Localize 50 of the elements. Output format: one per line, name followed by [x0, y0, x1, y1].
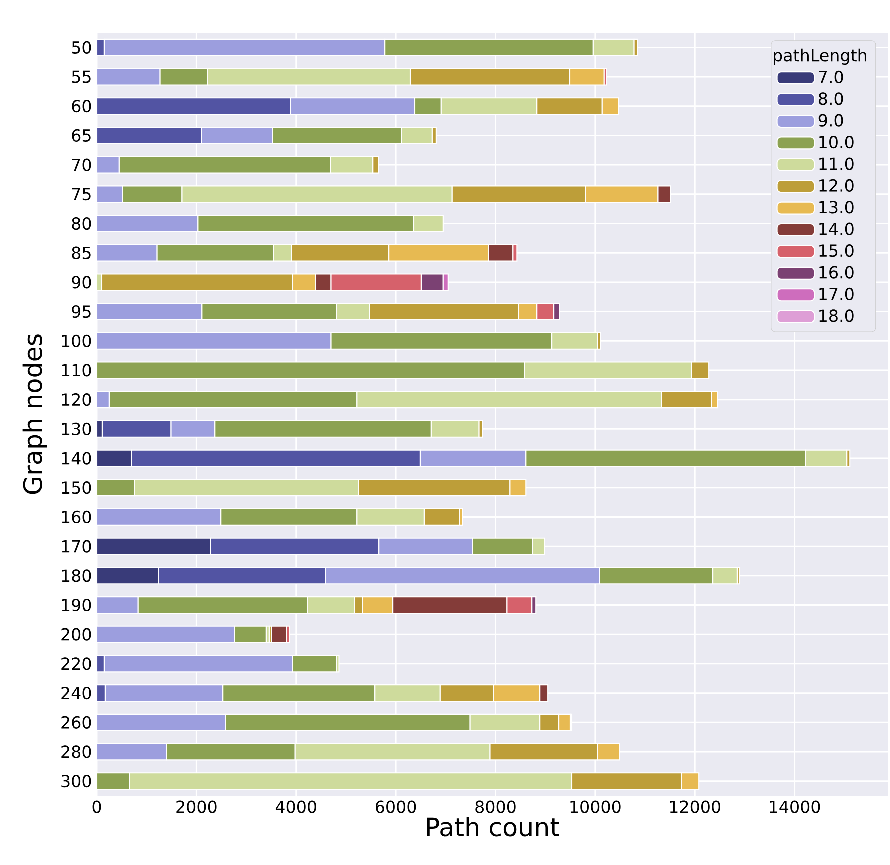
y-tick-label: 220 [62, 658, 92, 670]
y-tick-label: 260 [62, 716, 92, 729]
legend-label: 16.0 [820, 266, 854, 279]
legend-label: 8.0 [818, 92, 844, 106]
x-tick-label: 8000 [476, 800, 516, 814]
y-tick-label: 240 [62, 686, 92, 700]
y-axis-title: Graph nodes [22, 334, 48, 494]
legend-label: 10.0 [820, 136, 854, 149]
y-tick-label: 190 [62, 598, 92, 612]
bar [271, 626, 288, 644]
legend-title: pathLength [774, 48, 866, 66]
y-tick-label: 70 [72, 158, 92, 172]
y-tick-label: 65 [72, 129, 91, 142]
legend-label: 13.0 [820, 201, 854, 214]
x-tick-label: 4000 [276, 800, 316, 814]
y-tick-label: 50 [72, 41, 92, 54]
x-tick-label: 0 [92, 800, 102, 814]
y-tick-label: 55 [72, 70, 91, 84]
legend-label: 9.0 [818, 114, 844, 127]
y-tick-label: 80 [72, 217, 92, 230]
y-tick-label: 300 [62, 775, 92, 788]
x-tick-label: 6000 [376, 800, 416, 814]
y-tick-label: 95 [72, 305, 91, 318]
legend-label: 14.0 [820, 222, 854, 236]
y-tick-label: 100 [62, 334, 92, 348]
legend-label: 17.0 [820, 288, 854, 301]
x-axis-title: Path count [427, 817, 560, 837]
legend-label: 18.0 [820, 310, 854, 322]
x-tick-label: 14000 [770, 800, 820, 814]
y-tick-label: 120 [62, 394, 92, 406]
y-tick-label: 200 [62, 628, 92, 641]
y-tick-label: 90 [72, 276, 92, 289]
y-tick-label: 60 [72, 100, 92, 113]
y-tick-label: 160 [62, 510, 92, 524]
legend-label: 11.0 [820, 158, 854, 170]
y-tick-label: 140 [62, 452, 92, 465]
y-tick-label: 130 [62, 422, 92, 436]
legend-label: 15.0 [820, 244, 854, 258]
legend-label: 12.0 [820, 179, 854, 192]
x-tick-label: 2000 [176, 800, 217, 814]
y-tick-label: 280 [62, 746, 92, 758]
y-tick-label: 75 [72, 188, 91, 201]
x-tick-label: 12000 [670, 800, 720, 814]
y-tick-label: 170 [62, 540, 92, 553]
y-tick-label: 110 [62, 364, 92, 377]
y-tick-label: 150 [62, 482, 92, 494]
legend-label: 7.0 [819, 70, 844, 84]
y-tick-label: 85 [72, 246, 91, 260]
y-tick-label: 180 [62, 570, 92, 582]
x-tick-label: 10000 [570, 800, 621, 814]
